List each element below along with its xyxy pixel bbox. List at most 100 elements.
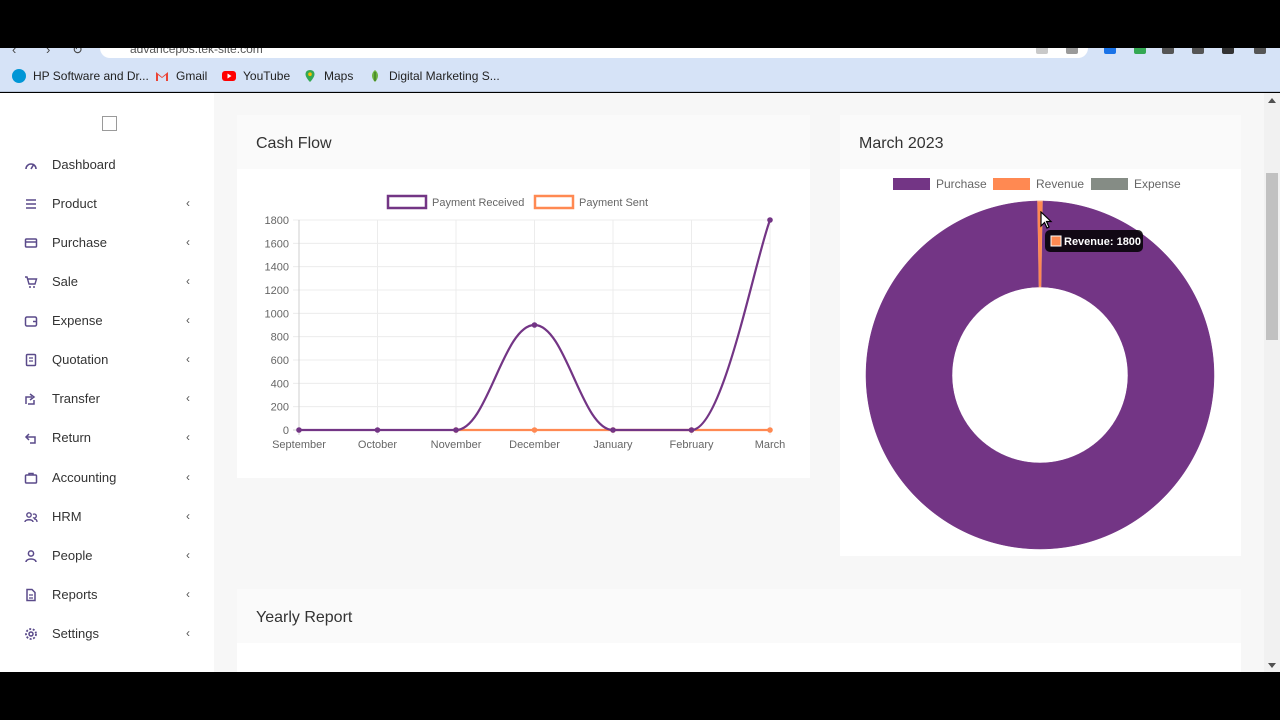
yearly-report-card: Yearly Report [237,589,1241,672]
sidebar-item-accounting[interactable]: Accounting ‹ [0,464,214,492]
sidebar-item-label: Dashboard [52,157,116,172]
wallet-icon [24,316,38,327]
dashboard-page: Dashboard Product ‹ Purchase ‹ Sale ‹ Expense ‹ Q… [0,93,1280,672]
sidebar-item-dashboard[interactable]: Dashboard [0,151,214,179]
tooltip-box [1045,230,1143,252]
x-tick-label: December [509,439,560,451]
url-text[interactable]: advancepos.tek-site.com [130,48,263,56]
sidebar-item-label: Settings [52,626,99,641]
donut-chart[interactable]: Purchase Revenue Expense Revenue: 1800 [840,169,1241,556]
donut-slice-purchase [865,200,1215,550]
sidebar-item-product[interactable]: Product ‹ [0,190,214,218]
y-tick-label: 800 [271,332,289,344]
bookmark-gmail[interactable]: Gmail [155,68,207,84]
legend-label: Revenue [1036,177,1084,191]
bookmark-youtube[interactable]: YouTube [222,68,290,84]
y-tick-label: 1400 [265,262,289,274]
forward-icon[interactable]: › [46,48,51,57]
scroll-up-icon[interactable] [1268,98,1276,103]
y-tick-label: 1800 [265,215,289,227]
data-point [531,427,538,433]
sidebar-item-settings[interactable]: Settings ‹ [0,620,214,648]
legend-swatch [993,178,1030,190]
data-point [767,427,773,433]
cash-flow-card: Cash Flow 0 200 400 600 800 1000 1200 1400 1600 1… [237,115,810,478]
legend-label: Payment Received [432,197,524,209]
bookmark-label: Maps [324,69,354,83]
card-title: March 2023 [859,135,944,152]
bookmarks-bar: HP Software and Dr... Gmail YouTube Maps [0,60,1280,92]
page-scrollbar[interactable] [1264,93,1280,672]
chevron-left-icon: ‹ [186,352,190,366]
sidebar-item-label: Accounting [52,470,117,485]
bookmark-maps[interactable]: Maps [303,68,353,84]
y-tick-label: 1000 [265,308,289,320]
url-field[interactable] [100,48,1088,58]
list-icon [26,199,36,209]
x-tick-label: January [593,439,633,451]
data-point [767,217,773,223]
chevron-left-icon: ‹ [186,196,190,210]
y-tick-label: 1200 [265,285,289,297]
chevron-left-icon: ‹ [186,274,190,288]
sidebar-item-quotation[interactable]: Quotation ‹ [0,346,214,374]
bookmark-label: Gmail [176,69,208,83]
sidebar-item-expense[interactable]: Expense ‹ [0,307,214,335]
sidepanel-icon[interactable] [1192,48,1204,54]
dashboard-icon [25,163,37,170]
extension-icon[interactable] [1104,48,1116,54]
sidebar-item-transfer[interactable]: Transfer ‹ [0,385,214,413]
y-tick-label: 0 [283,425,289,437]
scroll-down-icon[interactable] [1268,663,1276,668]
bookmark-label: Digital Marketing S... [389,69,500,83]
sidebar-item-sale[interactable]: Sale ‹ [0,268,214,296]
scroll-thumb[interactable] [1266,173,1278,340]
menu-icon[interactable] [1254,48,1266,54]
series-line-payment-received [299,219,772,432]
star-icon[interactable] [1066,48,1078,54]
card-header: Yearly Report [237,589,1241,643]
sidebar-item-people[interactable]: People ‹ [0,542,214,570]
sidebar-item-purchase[interactable]: Purchase ‹ [0,229,214,257]
x-tick-label: October [358,439,397,451]
y-tick-label: 600 [271,355,289,367]
cash-flow-chart[interactable]: 0 200 400 600 800 1000 1200 1400 1600 1800 Septemb… [237,169,810,478]
reload-icon[interactable]: ↻ [72,48,83,57]
tooltip-text: Revenue: 1800 [1064,236,1141,248]
address-bar[interactable]: ‹ › ↻ advancepos.tek-site.com [0,48,1280,60]
x-tick-label: November [431,439,482,451]
card-icon [24,238,38,248]
legend-label: Expense [1134,177,1181,191]
back-icon[interactable]: ‹ [12,48,17,57]
sidebar-item-return[interactable]: Return ‹ [0,424,214,452]
puzzle-icon[interactable] [1162,48,1174,54]
chevron-left-icon: ‹ [186,626,190,640]
chevron-left-icon: ‹ [186,391,190,405]
profile-icon[interactable] [1222,48,1234,54]
sidebar-item-hrm[interactable]: HRM ‹ [0,503,214,531]
bookmark-label: YouTube [243,69,291,83]
sidebar-item-label: Reports [52,587,98,602]
sidebar-item-label: Sale [52,274,79,289]
sidebar-item-label: Purchase [52,235,107,250]
legend-swatch [386,194,428,210]
bookmark-hp[interactable]: HP Software and Dr... [12,68,149,84]
chevron-left-icon: ‹ [186,548,190,562]
y-tick-label: 200 [271,402,289,414]
legend-label: Payment Sent [579,197,648,209]
share-icon [25,393,36,405]
sidebar-item-label: Return [52,430,92,445]
sidebar-item-label: Product [52,196,97,211]
bookmark-label: HP Software and Dr... [33,69,149,83]
grammarly-icon[interactable] [1134,48,1146,54]
sidebar-item-reports[interactable]: Reports ‹ [0,581,214,609]
tooltip-swatch [1050,235,1062,247]
bookmark-digital-marketing[interactable]: Digital Marketing S... [368,68,500,84]
chevron-left-icon: ‹ [186,509,190,523]
logo-image[interactable] [102,116,117,131]
cart-icon [25,276,38,288]
legend-swatch [533,194,575,210]
install-icon[interactable] [1036,48,1048,54]
sidebar: Dashboard Product ‹ Purchase ‹ Sale ‹ Expense ‹ Q… [0,93,214,672]
briefcase-icon [24,472,38,484]
